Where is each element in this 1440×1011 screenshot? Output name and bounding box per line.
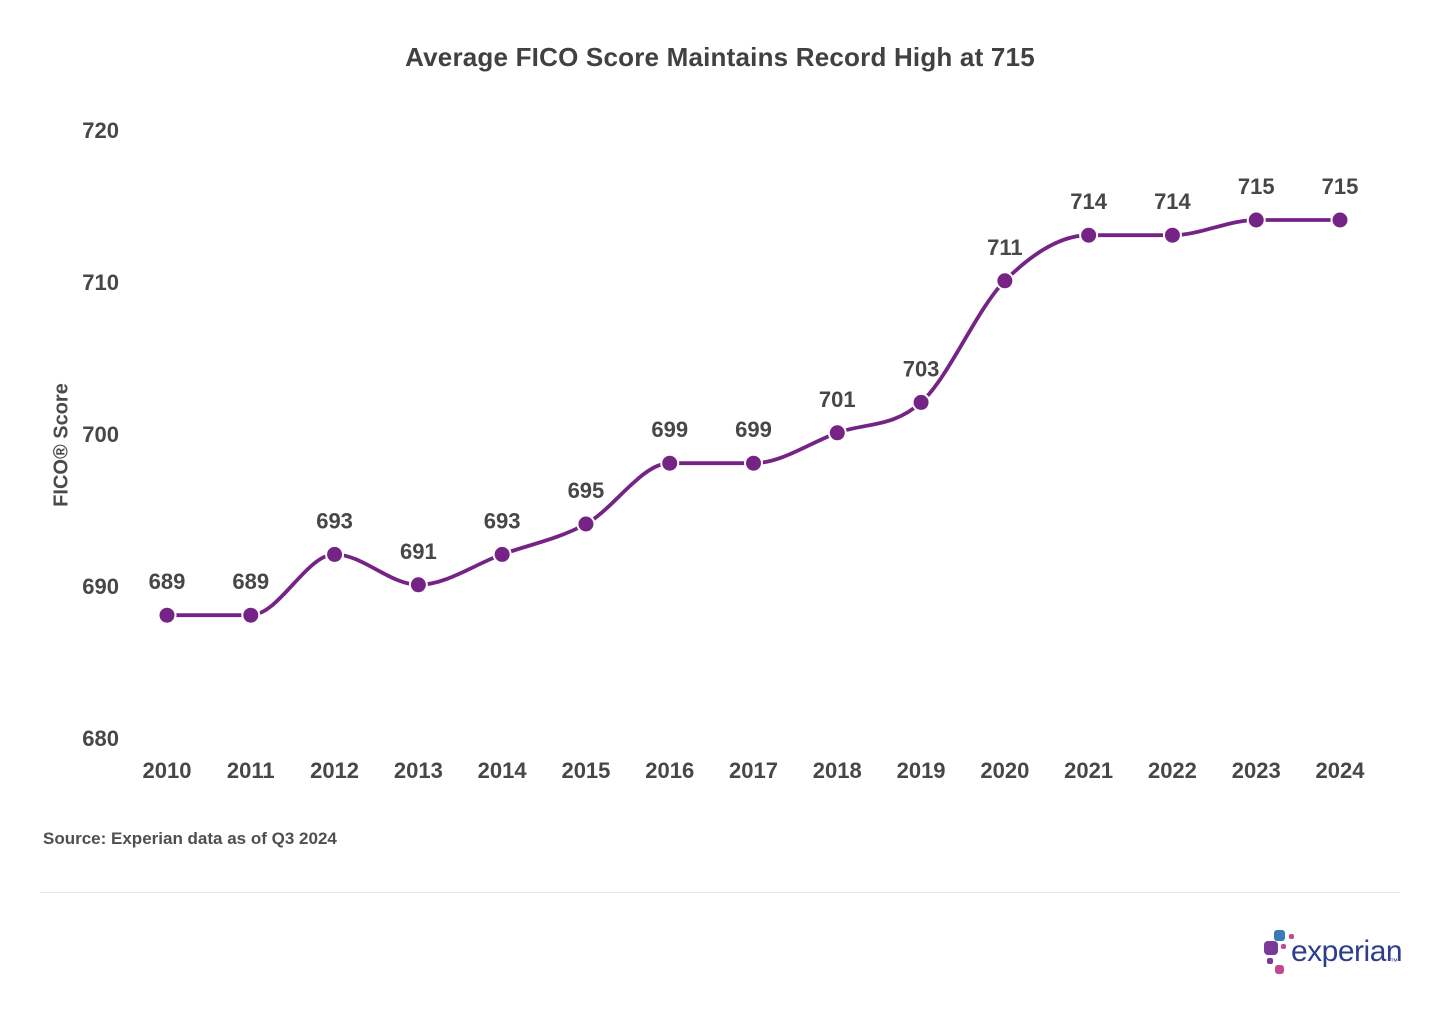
logo-square-blue-icon — [1274, 930, 1285, 941]
data-point-label: 701 — [819, 387, 856, 412]
data-point-marker — [911, 392, 931, 412]
data-point-marker — [325, 544, 345, 564]
data-point-label: 711 — [987, 235, 1023, 260]
data-point-label: 714 — [1154, 189, 1191, 214]
y-tick-label: 720 — [82, 118, 119, 143]
data-point-label: 699 — [651, 417, 688, 442]
data-point-label: 714 — [1070, 189, 1107, 214]
x-tick-label: 2011 — [227, 758, 275, 783]
logo-square-purple-icon — [1264, 941, 1278, 955]
data-point-marker — [408, 575, 428, 595]
data-point-marker — [1330, 210, 1350, 230]
x-tick-label: 2018 — [813, 758, 862, 783]
line-chart: 680 690 700 710 720 2010 2011 2012 2013 2014 2015 2… — [82, 118, 1366, 783]
y-tick-label: 710 — [82, 270, 119, 295]
x-tick-label: 2024 — [1316, 758, 1366, 783]
data-point-label: 693 — [484, 508, 521, 533]
data-point-label: 691 — [400, 539, 437, 564]
data-point-label: 689 — [149, 569, 186, 594]
experian-logo: experian ™ — [1264, 928, 1404, 984]
data-point-marker — [660, 453, 680, 473]
data-point-marker — [576, 514, 596, 534]
x-tick-label: 2019 — [897, 758, 946, 783]
data-point-marker — [1162, 225, 1182, 245]
x-tick-label: 2014 — [478, 758, 528, 783]
data-point-label: 699 — [735, 417, 772, 442]
data-point-label: 715 — [1322, 174, 1359, 199]
trademark-symbol: ™ — [1390, 957, 1398, 966]
data-point-label: 689 — [232, 569, 269, 594]
chart-title: Average FICO Score Maintains Record High… — [405, 42, 1035, 72]
x-tick-label: 2021 — [1064, 758, 1113, 783]
data-point-marker — [157, 605, 177, 625]
logo-square-magenta-icon — [1275, 965, 1284, 974]
x-tick-label: 2020 — [980, 758, 1029, 783]
data-point-marker — [744, 453, 764, 473]
footer-divider — [40, 892, 1400, 893]
source-note: Source: Experian data as of Q3 2024 — [43, 829, 337, 848]
y-tick-label: 700 — [82, 422, 119, 447]
data-point-marker — [827, 423, 847, 443]
y-tick-label: 690 — [82, 574, 119, 599]
logo-square-purple-icon — [1267, 958, 1273, 964]
data-point-marker — [1079, 225, 1099, 245]
data-point-label: 693 — [316, 508, 353, 533]
x-tick-label: 2016 — [645, 758, 694, 783]
y-tick-label: 680 — [82, 726, 119, 751]
data-point-marker — [241, 605, 261, 625]
x-tick-label: 2017 — [729, 758, 778, 783]
x-tick-label: 2010 — [143, 758, 192, 783]
data-point-marker — [995, 271, 1015, 291]
logo-wordmark: experian — [1291, 935, 1403, 968]
x-tick-label: 2023 — [1232, 758, 1281, 783]
x-tick-label: 2015 — [561, 758, 610, 783]
x-tick-label: 2022 — [1148, 758, 1197, 783]
data-point-label: 715 — [1238, 174, 1275, 199]
data-point-label: 695 — [568, 478, 605, 503]
x-tick-label: 2013 — [394, 758, 443, 783]
logo-square-magenta-icon — [1281, 944, 1286, 949]
data-point-label: 703 — [903, 356, 940, 381]
logo-square-magenta-icon — [1289, 934, 1294, 939]
data-point-marker — [1246, 210, 1266, 230]
data-point-marker — [492, 544, 512, 564]
x-tick-label: 2012 — [310, 758, 359, 783]
